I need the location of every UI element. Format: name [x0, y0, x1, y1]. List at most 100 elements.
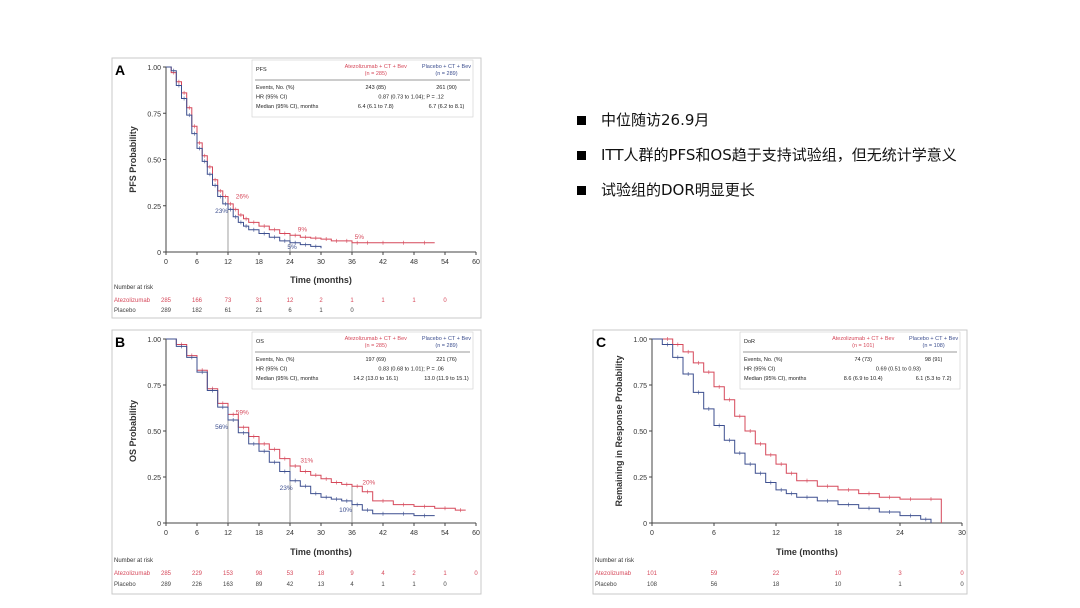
exp-arm-header: Atezolizumab + CT + Bev [345, 64, 408, 70]
table-row-label: Median (95% CI), months [744, 376, 807, 382]
x-tick-label: 36 [348, 259, 356, 266]
panel-label: A [115, 62, 125, 78]
risk-value: 10 [835, 571, 842, 577]
panel-label: C [596, 334, 606, 350]
percent-annotation: 59% [236, 409, 249, 416]
risk-value: 9 [350, 571, 354, 577]
x-tick-label: 60 [472, 530, 480, 537]
stats-table: PFS Atezolizumab + CT + Bev(n = 285) Place… [251, 59, 474, 118]
risk-value: 0 [350, 308, 354, 314]
stats-table: OS Atezolizumab + CT + Bev(n = 285) Placeb… [251, 331, 474, 390]
risk-row-label: Atezolizumab [595, 571, 632, 577]
risk-value: 163 [223, 582, 234, 588]
y-tick-label: 0.50 [147, 158, 161, 165]
bullet-square-icon [577, 116, 586, 125]
table-hr-value: 0.83 (0.68 to 1.01); P = .06 [378, 367, 444, 373]
exp-arm-header: Atezolizumab + CT + Bev [832, 336, 895, 342]
y-tick-label: 0.50 [633, 429, 647, 436]
stats-table-box [739, 331, 961, 390]
table-pbo-value: 98 (91) [925, 357, 943, 363]
table-hr-value: 0.69 (0.51 to 0.93) [876, 367, 921, 373]
exp-arm-n: (n = 285) [365, 343, 387, 349]
risk-value: 0 [443, 298, 447, 304]
risk-value: 6 [288, 308, 292, 314]
endpoint-label: DoR [744, 339, 755, 345]
risk-table-title: Number at risk [114, 558, 154, 564]
x-tick-label: 12 [224, 259, 232, 266]
risk-value: 1 [412, 582, 416, 588]
pbo-arm-n: (n = 289) [435, 343, 457, 349]
x-tick-label: 42 [379, 259, 387, 266]
table-row-label: Events, No. (%) [744, 357, 783, 363]
risk-value: 98 [256, 571, 263, 577]
risk-value: 1 [412, 298, 416, 304]
risk-value: 166 [192, 298, 203, 304]
risk-value: 1 [443, 571, 447, 577]
x-tick-label: 24 [286, 259, 294, 266]
x-tick-label: 0 [164, 259, 168, 266]
x-tick-label: 24 [286, 530, 294, 537]
y-tick-label: 0 [157, 250, 161, 257]
pbo-arm-header: Placebo + CT + Bev [422, 336, 471, 342]
y-tick-label: 0 [157, 521, 161, 528]
x-tick-label: 48 [410, 530, 418, 537]
risk-value: 4 [350, 582, 354, 588]
risk-value: 2 [412, 571, 416, 577]
x-tick-label: 18 [255, 530, 263, 537]
risk-value: 1 [381, 298, 385, 304]
table-row-label: HR (95% CI) [744, 367, 775, 373]
risk-row-label: Atezolizumab [114, 571, 151, 577]
table-pbo-value: 6.1 (5.3 to 7.2) [916, 376, 952, 382]
pbo-arm-header: Placebo + CT + Bev [909, 336, 958, 342]
table-exp-value: 6.4 (6.1 to 7.8) [358, 104, 394, 110]
bullet-item: ITT人群的PFS和OS趋于支持试验组，但无统计学意义 [575, 145, 957, 165]
risk-value: 56 [711, 582, 718, 588]
risk-row-label: Placebo [114, 308, 136, 314]
pbo-arm-header: Placebo + CT + Bev [422, 64, 471, 70]
x-tick-label: 30 [317, 530, 325, 537]
risk-value: 3 [898, 571, 902, 577]
bullet-square-icon [577, 186, 586, 195]
risk-value: 12 [287, 298, 294, 304]
risk-value: 229 [192, 571, 203, 577]
percent-annotation: 56% [215, 424, 228, 431]
x-tick-label: 18 [834, 530, 842, 537]
percent-annotation: 23% [215, 208, 228, 215]
y-tick-label: 0.75 [147, 383, 161, 390]
risk-value: 285 [161, 298, 172, 304]
risk-value: 226 [192, 582, 203, 588]
percent-annotation: 5% [287, 244, 297, 251]
pbo-arm-n: (n = 289) [435, 71, 457, 77]
risk-value: 108 [647, 582, 658, 588]
km-curve-placebo [166, 338, 435, 517]
x-tick-label: 24 [896, 530, 904, 537]
risk-value: 42 [287, 582, 294, 588]
panel-frame [111, 329, 482, 595]
x-tick-label: 6 [712, 530, 716, 537]
percent-annotation: 5% [355, 234, 365, 241]
bullet-item: 试验组的DOR明显更长 [575, 180, 957, 200]
x-axis-label: Time (months) [290, 275, 352, 285]
pbo-arm-n: (n = 108) [923, 343, 945, 349]
panel-frame [592, 329, 968, 595]
km-curve-experimental [652, 338, 942, 523]
risk-value: 18 [773, 582, 780, 588]
y-tick-label: 0.25 [147, 475, 161, 482]
table-exp-value: 14.2 (13.0 to 16.1) [353, 376, 398, 382]
x-tick-label: 54 [441, 530, 449, 537]
risk-value: 59 [711, 571, 718, 577]
risk-row-label: Placebo [595, 582, 617, 588]
risk-value: 0 [960, 571, 964, 577]
y-tick-label: 0.50 [147, 429, 161, 436]
bullet-text: 中位随访26.9月 [601, 111, 710, 129]
risk-table-title: Number at risk [114, 285, 154, 291]
y-axis-label: Remaining in Response Probability [614, 355, 624, 506]
x-tick-label: 60 [472, 259, 480, 266]
y-tick-label: 1.00 [147, 337, 161, 344]
endpoint-label: OS [256, 339, 264, 345]
percent-annotation: 23% [280, 485, 293, 492]
risk-value: 1 [898, 582, 902, 588]
km-curve-placebo [652, 338, 932, 523]
table-row-label: Median (95% CI), months [256, 376, 319, 382]
